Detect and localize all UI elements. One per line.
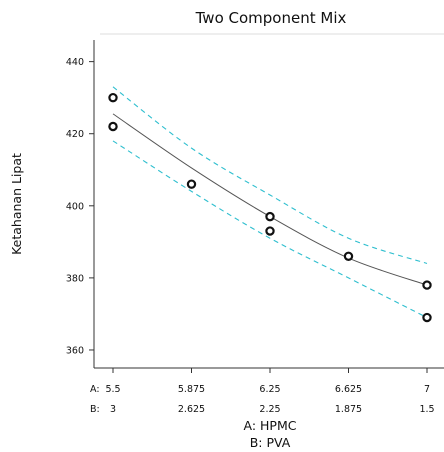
y-tick-label: 380 bbox=[66, 273, 84, 284]
x-row-prefix: B: bbox=[90, 404, 100, 415]
x-tick-label: 7 bbox=[424, 384, 430, 395]
x-tick-label: 3 bbox=[110, 404, 116, 415]
lower-confidence-band bbox=[112, 140, 428, 319]
y-ticks: 360 380 400 420 440 bbox=[66, 57, 94, 356]
x-ticks: 5.5 5.875 6.25 6.625 7 3 2.625 2.25 1.875 1.5 bbox=[105, 368, 435, 415]
x-row-labels: A: B: bbox=[90, 384, 100, 415]
data-point bbox=[108, 92, 118, 103]
y-tick-label: 440 bbox=[66, 57, 84, 68]
x-tick-label: 2.25 bbox=[259, 404, 280, 415]
x-tick-label: 5.5 bbox=[105, 384, 120, 395]
chart-title: Two Component Mix bbox=[195, 9, 347, 27]
x-tick-label: 5.875 bbox=[178, 384, 205, 395]
x-row-prefix: A: bbox=[90, 384, 100, 395]
x-tick-label: 6.25 bbox=[259, 384, 280, 395]
data-point bbox=[422, 312, 432, 323]
series-layer bbox=[108, 86, 432, 323]
y-tick-label: 360 bbox=[66, 345, 84, 356]
x-tick-label: 6.625 bbox=[335, 384, 362, 395]
x-axis-label-b: B: PVA bbox=[250, 435, 291, 450]
x-tick-label: 2.625 bbox=[178, 404, 205, 415]
fit-line bbox=[112, 113, 428, 286]
y-tick-label: 420 bbox=[66, 129, 84, 140]
y-tick-label: 400 bbox=[66, 201, 84, 212]
x-axis-label-a: A: HPMC bbox=[244, 418, 297, 433]
data-point bbox=[186, 179, 197, 189]
x-tick-label: 1.5 bbox=[419, 404, 434, 415]
data-point bbox=[265, 211, 275, 222]
data-point bbox=[108, 121, 118, 132]
y-axis-label: Ketahanan Lipat bbox=[9, 153, 24, 255]
x-tick-label: 1.875 bbox=[335, 404, 362, 415]
data-point bbox=[343, 251, 354, 261]
data-point bbox=[265, 226, 275, 236]
data-point bbox=[422, 280, 432, 290]
upper-confidence-band bbox=[112, 86, 428, 264]
